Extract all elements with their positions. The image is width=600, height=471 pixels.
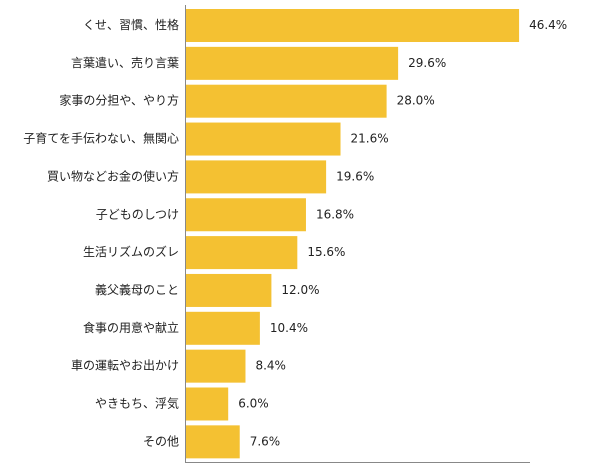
- value-label: 12.0%: [281, 283, 319, 297]
- category-label: 義父義母のこと: [95, 282, 179, 297]
- value-label: 6.0%: [238, 397, 269, 411]
- value-label: 7.6%: [250, 434, 281, 448]
- value-label: 46.4%: [529, 18, 567, 32]
- value-label: 10.4%: [270, 321, 308, 335]
- bar: [185, 198, 306, 232]
- bar: [185, 122, 341, 156]
- category-label: 買い物などお金の使い方: [47, 168, 179, 183]
- bar: [185, 160, 327, 194]
- bar: [185, 273, 272, 307]
- value-label: 15.6%: [307, 245, 345, 259]
- bar: [185, 311, 260, 345]
- category-label: 車の運転やお出かけ: [71, 359, 179, 373]
- bar: [185, 46, 399, 80]
- bar: [185, 236, 298, 270]
- category-label: 生活リズムのズレ: [83, 244, 179, 259]
- bar: [185, 425, 240, 459]
- value-label: 8.4%: [255, 359, 285, 373]
- category-label: その他: [143, 434, 179, 448]
- value-label: 28.0%: [397, 94, 435, 108]
- category-label: くせ、習慣、性格: [83, 17, 179, 32]
- bar: [185, 84, 387, 118]
- value-label: 29.6%: [408, 56, 446, 70]
- category-label: やきもち、浮気: [95, 396, 179, 411]
- category-label: 子育てを手伝わない、無関心: [23, 131, 179, 146]
- value-label: 21.6%: [351, 132, 389, 146]
- value-label: 16.8%: [316, 207, 354, 221]
- bar: [185, 387, 229, 421]
- bar: [185, 9, 520, 42]
- bar: [185, 349, 246, 383]
- category-label: 子どものしつけ: [96, 207, 179, 221]
- category-label: 言葉遣い、売り言葉: [71, 55, 179, 70]
- value-label: 19.6%: [336, 169, 374, 183]
- category-label: 食事の用意や献立: [83, 320, 179, 335]
- category-label: 家事の分担や、やり方: [59, 93, 179, 108]
